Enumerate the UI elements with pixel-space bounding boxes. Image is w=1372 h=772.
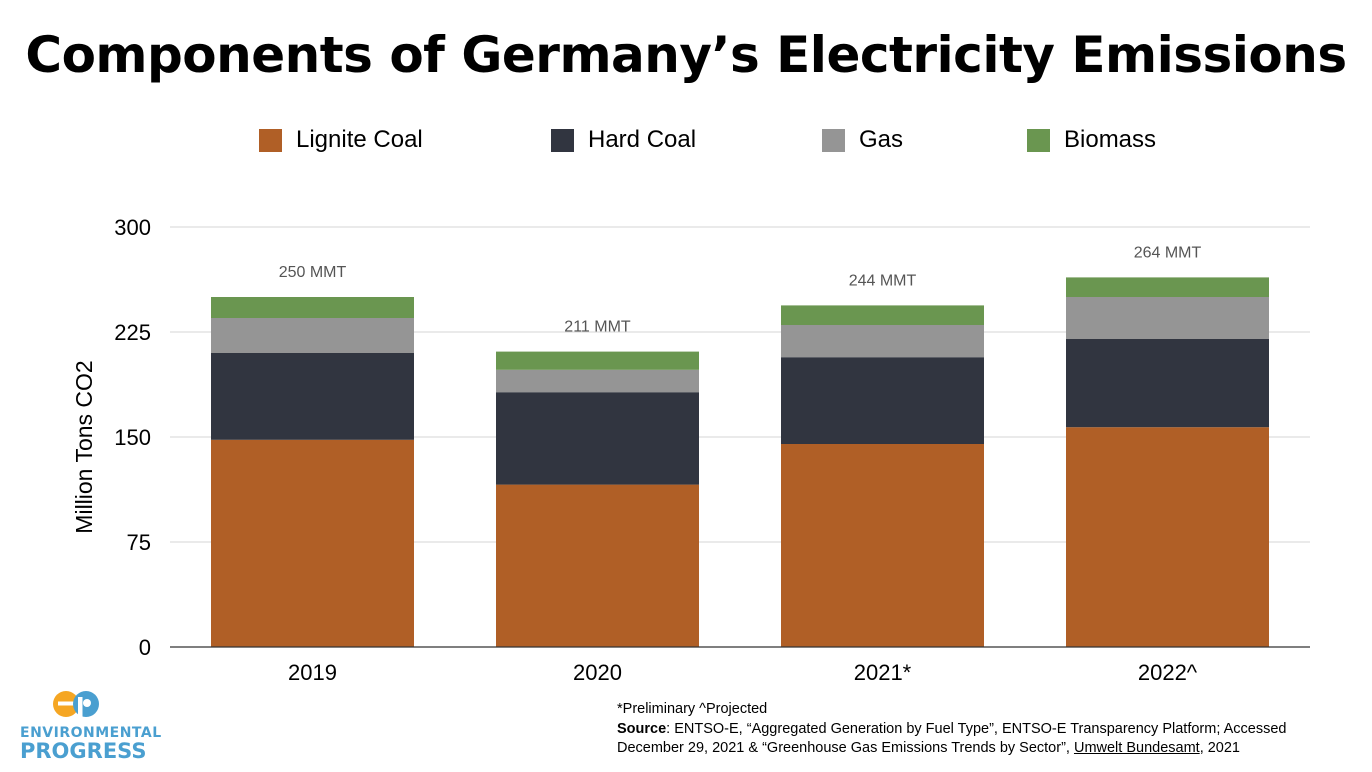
footnote-source-link: Umwelt Bundesamt	[1073, 740, 1200, 756]
bar-biomass-3	[1066, 277, 1269, 297]
total-label-2: 244 MMT	[849, 272, 917, 289]
legend-label-biomass: Biomass	[1064, 126, 1157, 153]
total-label-3: 264 MMT	[1134, 244, 1202, 261]
footnote-source-text-1: : ENTSO-E, “Aggregated Generation by Fue…	[666, 720, 1287, 737]
legend-swatch-hard-coal	[551, 128, 574, 152]
legend-item-hard-coal: Hard Coal	[551, 124, 696, 156]
legend-item-lignite-coal: Lignite Coal	[259, 124, 423, 156]
legend-label-lignite-coal: Lignite Coal	[296, 126, 423, 153]
x-tick-label-2: 2021*	[854, 660, 912, 685]
legend-label-hard-coal: Hard Coal	[588, 126, 697, 153]
bar-hard-coal-3	[1066, 339, 1269, 428]
bar-hard-coal-0	[211, 353, 414, 440]
footnote-source-text-2a: December 29, 2021 & “Greenhouse Gas Emis…	[617, 740, 1074, 756]
x-tick-label-3: 2022^	[1138, 660, 1198, 685]
bar-biomass-1	[496, 351, 699, 370]
logo-text: ENVIRONMENTAL PROGRESS	[20, 724, 162, 763]
bar-lignite-coal-3	[1066, 427, 1269, 647]
legend-label-gas: Gas	[859, 126, 904, 153]
footnote-source-text-2c: , 2021	[1199, 740, 1241, 756]
chart-footnote: *Preliminary ^Projected Source: ENTSO-E,…	[617, 700, 1286, 759]
total-label-1: 211 MMT	[564, 319, 631, 336]
bar-gas-3	[1066, 297, 1269, 339]
footnote-preliminary: *Preliminary ^Projected	[617, 701, 768, 717]
y-tick-label-225: 225	[114, 320, 151, 345]
bar-gas-0	[211, 318, 414, 353]
bar-lignite-coal-0	[211, 439, 414, 647]
y-axis-title: Million Tons CO2	[71, 360, 97, 533]
x-tick-label-1: 2020	[573, 660, 622, 685]
ep-logo-icon	[53, 691, 99, 717]
legend-swatch-biomass	[1027, 128, 1050, 152]
legend-swatch-lignite-coal	[259, 128, 282, 152]
chart-legend: Lignite Coal Hard Coal Gas Biomass	[0, 124, 1372, 160]
footnote-source-line-2: December 29, 2021 & “Greenhouse Gas Emis…	[617, 739, 1286, 759]
bar-biomass-2	[781, 305, 984, 325]
legend-item-biomass: Biomass	[1027, 124, 1156, 156]
bar-hard-coal-1	[496, 392, 699, 485]
y-tick-label-300: 300	[114, 215, 151, 240]
bar-lignite-coal-1	[496, 484, 699, 647]
y-tick-label-0: 0	[139, 635, 151, 660]
chart-plot-area: 0 75 150 225 300 Million Tons CO2 250 MMT 2019 2…	[71, 215, 1310, 685]
footnote-source-label: Source	[617, 720, 667, 737]
x-tick-label-0: 2019	[288, 660, 337, 685]
total-label-0: 250 MMT	[279, 264, 347, 281]
logo-text-line-2: PROGRESS	[20, 739, 147, 763]
y-tick-label-150: 150	[114, 425, 151, 450]
bar-biomass-0	[211, 297, 414, 318]
bar-gas-2	[781, 325, 984, 358]
y-tick-label-75: 75	[127, 530, 151, 555]
bar-gas-1	[496, 369, 699, 393]
environmental-progress-logo: ENVIRONMENTAL PROGRESS	[20, 690, 162, 770]
logo-text-line-1: ENVIRONMENTAL	[20, 725, 162, 741]
footnote-source-line-1: Source: ENTSO-E, “Aggregated Generation …	[617, 720, 1286, 740]
legend-item-gas: Gas	[822, 124, 903, 156]
bar-lignite-coal-2	[781, 444, 984, 647]
legend-swatch-gas	[822, 128, 845, 152]
bar-hard-coal-2	[781, 357, 984, 444]
chart-title: Components of Germany’s Electricity Emis…	[25, 26, 1347, 84]
